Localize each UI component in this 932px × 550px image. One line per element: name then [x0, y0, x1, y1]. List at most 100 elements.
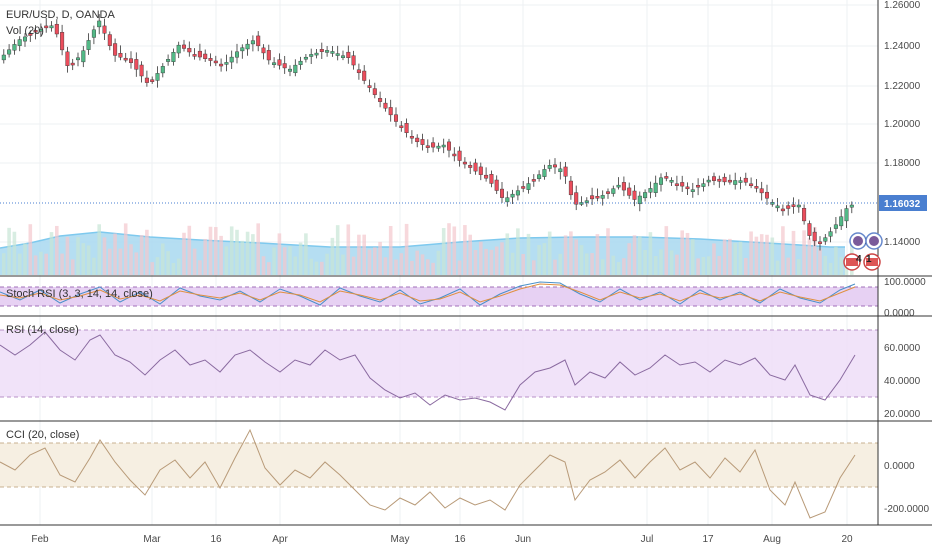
candle-body: [484, 174, 489, 179]
candle-body: [786, 205, 791, 209]
volume-bar: [452, 226, 457, 275]
candle-body: [107, 34, 112, 46]
candle-body: [632, 190, 637, 200]
volume-bar: [696, 258, 700, 275]
candle-body: [341, 55, 346, 58]
volume-bar: [341, 254, 345, 275]
volume-bar: [176, 258, 181, 275]
candle-body: [123, 57, 128, 61]
volume-bar: [494, 246, 499, 275]
volume-bar: [415, 250, 419, 275]
volume-bar: [728, 238, 732, 275]
volume-bar: [532, 260, 536, 275]
candle-body: [118, 53, 123, 58]
volume-bar: [351, 256, 356, 275]
time-axis[interactable]: Feb Mar 16 Apr May 16 Jun Jul 17 Aug 20: [31, 534, 853, 545]
time-label: Jun: [515, 534, 531, 545]
volume-bar: [738, 241, 743, 275]
candle-body: [478, 166, 483, 175]
candle-body: [425, 145, 430, 148]
candle-body: [208, 58, 213, 61]
volume-bar: [2, 253, 6, 275]
volume-bar: [49, 232, 54, 275]
indicator-axes[interactable]: 100.0000 0.0000 60.0000 40.0000 20.0000 …: [884, 277, 929, 515]
candle-body: [743, 177, 748, 183]
volume-bar: [171, 262, 176, 275]
volume-bar: [759, 234, 764, 275]
candle-body: [521, 186, 526, 189]
chart-legends: EUR/USD, D, OANDA Vol (20) Stoch RSI (3,…: [6, 9, 153, 441]
volume-bar: [669, 250, 674, 275]
candle-body: [685, 186, 690, 190]
volume-layer: [0, 223, 854, 275]
candle-body: [319, 49, 324, 52]
candle-body: [256, 35, 261, 47]
volume-bar: [638, 236, 642, 275]
candle-body: [590, 195, 595, 200]
candle-body: [839, 216, 844, 227]
volume-bar: [744, 258, 748, 275]
candle-body: [659, 177, 664, 185]
volume-bar: [81, 243, 86, 275]
candle-body: [606, 191, 611, 194]
volume-bar: [235, 229, 239, 275]
candle-body: [452, 153, 457, 157]
volume-bar: [479, 241, 483, 275]
volume-bar: [500, 242, 504, 275]
volume-bar: [516, 228, 520, 275]
candle-body: [531, 179, 536, 182]
cci-tick: -200.0000: [884, 504, 929, 515]
candlestick-series: [1, 14, 854, 251]
time-label: Aug: [763, 534, 781, 545]
volume-bar: [441, 228, 446, 275]
candle-body: [696, 184, 701, 188]
candle-body: [394, 114, 399, 122]
volume-bars: [2, 223, 854, 275]
candle-body: [849, 204, 854, 208]
price-tick: 1.26000: [884, 0, 921, 11]
candle-body: [802, 208, 807, 222]
volume-bar: [463, 225, 467, 275]
volume-bar: [288, 246, 292, 275]
rsi-tick: 20.0000: [884, 409, 921, 420]
pane-separators[interactable]: [0, 275, 932, 526]
candle-body: [611, 188, 616, 194]
volume-bar: [39, 251, 43, 275]
candle-body: [192, 54, 197, 57]
candle-body: [288, 68, 293, 72]
event-badges[interactable]: 2 4 1: [843, 232, 883, 271]
candle-body: [325, 50, 330, 53]
volume-bar: [749, 231, 753, 275]
volume-bar: [553, 259, 557, 275]
volume-bar: [563, 235, 568, 275]
stoch-d-line: [0, 283, 856, 303]
candle-body: [75, 57, 80, 61]
volume-bar: [245, 231, 250, 275]
volume-bar: [828, 262, 833, 275]
volume-bar: [547, 231, 552, 275]
candle-body: [643, 192, 648, 199]
event-count: 4: [856, 254, 862, 265]
volume-bar: [320, 261, 324, 275]
volume-bar: [489, 249, 494, 275]
rsi-band: [0, 330, 878, 397]
price-axis[interactable]: 1.26000 1.24000 1.22000 1.20000 1.18000 …: [877, 0, 927, 525]
candle-body: [553, 164, 558, 168]
candle-body: [298, 60, 303, 65]
candle-body: [303, 56, 308, 60]
cci-pane: [0, 428, 878, 519]
candle-body: [229, 56, 234, 63]
candle-body: [224, 62, 229, 65]
candle-body: [807, 223, 812, 236]
volume-bar: [272, 247, 276, 275]
time-label: 16: [454, 534, 466, 545]
volume-bar: [70, 259, 75, 275]
volume-bar: [224, 246, 229, 275]
volume-bar: [839, 257, 843, 275]
volume-bar: [277, 233, 282, 275]
candle-body: [733, 180, 738, 185]
candle-body: [754, 186, 759, 189]
candle-body: [759, 188, 764, 194]
volume-bar: [134, 252, 139, 275]
